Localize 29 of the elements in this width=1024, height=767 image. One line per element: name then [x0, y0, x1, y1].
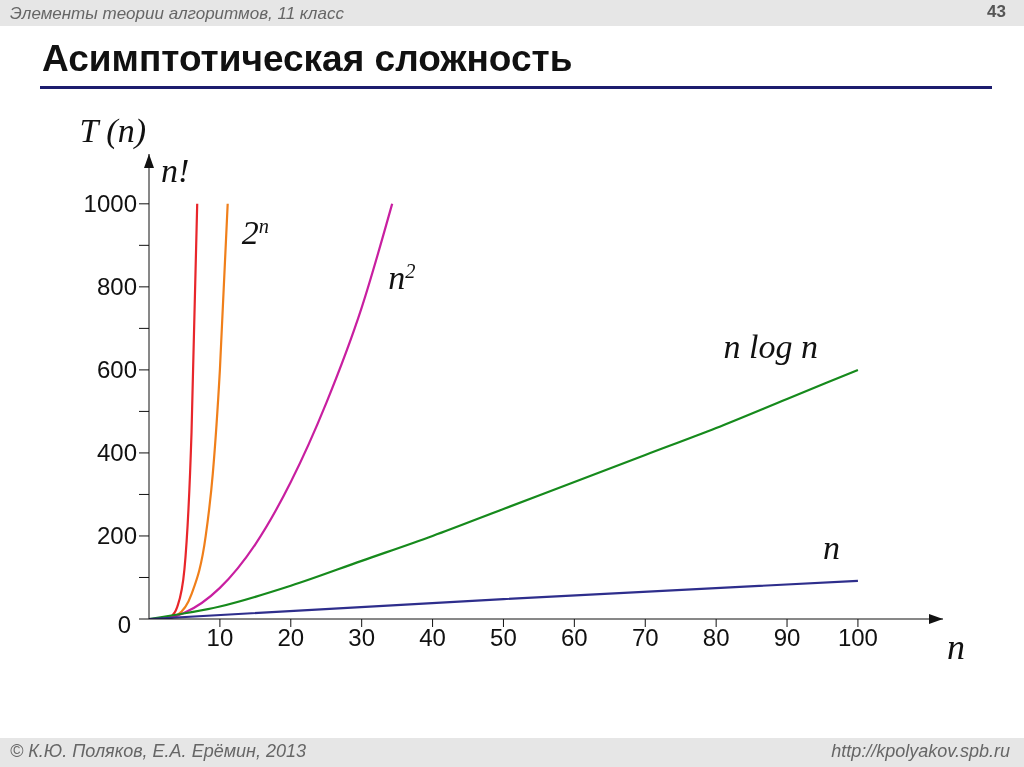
- series-label: n$^{2}$: [388, 258, 416, 296]
- series-label: n!: [160, 151, 190, 189]
- x-tick-label: 70: [631, 624, 659, 652]
- x-tick-label: 10: [206, 624, 234, 652]
- x-tick-label: 60: [561, 624, 588, 652]
- y-tick-label: 400: [96, 439, 137, 467]
- x-tick-label: 20: [277, 624, 305, 652]
- y-tick-label: 0: [117, 611, 131, 639]
- x-tick-label: 100: [837, 624, 878, 652]
- chart-title: Асимптотическая сложность: [42, 38, 573, 80]
- y-tick-label: 1000: [83, 190, 137, 218]
- text: 43: [987, 2, 1006, 22]
- x-tick-label: 50: [490, 624, 517, 652]
- x-tick-label: 90: [773, 624, 801, 652]
- y-tick-label: 200: [96, 522, 137, 550]
- text: © К.Ю. Поляков, Е.А. Ерёмин, 2013: [10, 741, 306, 762]
- y-tick-label: 600: [96, 356, 137, 384]
- series-label: n: [822, 528, 840, 566]
- text: http://kpolyakov.spb.ru: [831, 741, 1010, 762]
- x-tick-label: 80: [702, 624, 730, 652]
- line-series: [149, 368, 860, 619]
- x-tick-label: 30: [348, 624, 376, 652]
- y-tick-label: 800: [96, 273, 137, 301]
- x-tick-label: 40: [419, 624, 446, 652]
- series-label: 2$^{n}$: [241, 213, 269, 251]
- x-axis-title: n: [947, 627, 965, 667]
- y-axis-title: T (n): [79, 112, 146, 150]
- text: Элементы теории алгоритмов, 11 класс: [10, 4, 344, 24]
- series-label: n log n: [723, 327, 818, 365]
